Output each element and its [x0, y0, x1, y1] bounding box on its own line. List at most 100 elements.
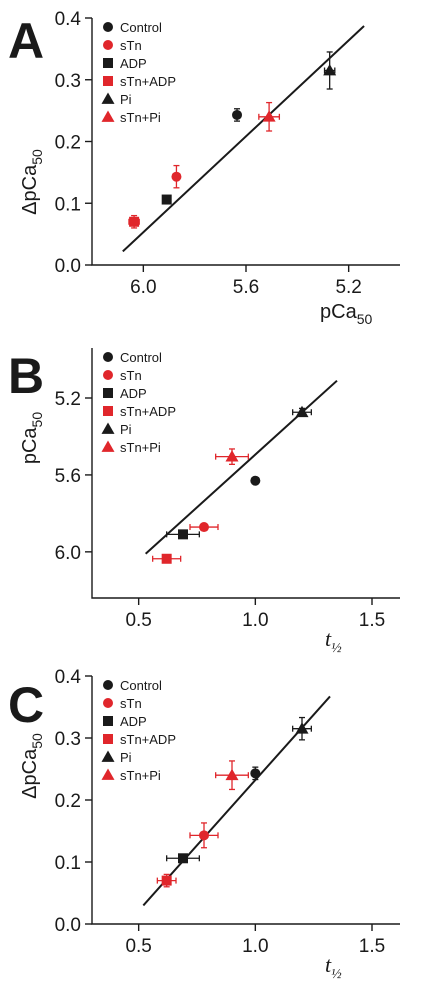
marker [295, 405, 309, 418]
legend-label: ADP [120, 386, 147, 401]
legend-marker [103, 698, 113, 708]
fit-line [144, 379, 338, 555]
x-tick-label: 6.0 [130, 277, 156, 298]
legend-label: sTn+ADP [120, 732, 176, 747]
y-tick-label: 0.1 [55, 853, 81, 874]
legend-marker [101, 768, 115, 780]
y-tick-label: 0.2 [55, 133, 81, 154]
data-point-stn [189, 522, 219, 533]
marker [161, 194, 172, 205]
legend-label: sTn [120, 696, 142, 711]
legend-label: sTn+Pi [120, 440, 161, 455]
panel-letter: A [8, 13, 44, 69]
marker [295, 722, 309, 734]
marker [323, 63, 337, 76]
data-point-pi [292, 405, 312, 418]
y-axis-label: ΔpCa50 [19, 733, 45, 799]
legend-label: Control [120, 350, 162, 365]
y-tick-label: 0.4 [55, 9, 82, 30]
x-axis-label: t½ [325, 626, 342, 656]
marker [225, 768, 239, 781]
marker [250, 768, 261, 779]
legend-marker [101, 440, 115, 452]
y-axis-label-sub: 50 [29, 733, 45, 749]
y-tick-label: 5.6 [55, 466, 81, 487]
legend-marker [103, 716, 113, 726]
y-tick-label: 0.1 [55, 194, 81, 215]
marker [250, 475, 261, 486]
data-point-adp [166, 853, 200, 864]
data-point-pi [292, 716, 312, 741]
panel-b: B 0.5 1.0 1.5 6.0 5.6 5.2 t½ pCa50 Control sTn ADP s… [8, 348, 400, 656]
x-tick-label: 5.6 [233, 277, 259, 298]
x-axis-label: pCa50 [320, 301, 372, 327]
marker [178, 853, 188, 864]
y-tick-label: 0.3 [55, 71, 81, 92]
legend-label: Pi [120, 92, 132, 107]
marker [232, 109, 243, 120]
legend-label: Control [120, 20, 162, 35]
data-point-adp [166, 529, 200, 540]
x-tick-label: 0.5 [125, 936, 151, 957]
x-axis-label-main: t [325, 626, 332, 651]
y-axis-label-sub: 50 [29, 412, 45, 428]
y-axis-label-main: ΔpCa [19, 164, 41, 215]
y-tick-label: 0.4 [55, 667, 82, 688]
y-axis-label-main: pCa [19, 427, 41, 465]
legend-marker [103, 40, 113, 50]
y-axis-label-main: ΔpCa [19, 748, 41, 799]
legend-label: sTn+ADP [120, 74, 176, 89]
marker [161, 553, 172, 564]
x-axis-label-sub: ½ [331, 967, 342, 982]
axes [91, 348, 400, 599]
y-axis-label: ΔpCa50 [19, 149, 45, 215]
x-axis-label: t½ [325, 952, 342, 982]
x-tick-label: 1.0 [242, 610, 268, 631]
legend-marker [103, 734, 113, 744]
x-tick-label: 1.5 [359, 610, 385, 631]
legend-label: Control [120, 678, 162, 693]
marker [178, 529, 188, 540]
legend-label: Pi [120, 750, 132, 765]
x-axis-label-main: pCa [320, 301, 358, 323]
legend-marker [101, 422, 115, 434]
y-axis-label-sub: 50 [29, 149, 45, 165]
legend-marker [103, 680, 113, 690]
legend-label: sTn+Pi [120, 110, 161, 125]
legend-label: ADP [120, 56, 147, 71]
data-point-adp [161, 194, 172, 205]
legend: Control sTn ADP sTn+ADP Pi sTn+Pi [101, 20, 176, 125]
x-axis-label-sub: 50 [357, 311, 373, 327]
y-tick-label: 5.2 [55, 389, 81, 410]
data-point-stn-pi [215, 760, 249, 791]
legend-marker [103, 76, 113, 86]
data-point-control [250, 766, 261, 781]
legend-marker [103, 370, 113, 380]
marker [129, 216, 140, 227]
x-tick-label: 1.5 [359, 936, 385, 957]
data-point-stn [171, 164, 182, 189]
legend-marker [103, 22, 113, 32]
y-tick-label: 0.0 [55, 915, 81, 936]
data-point-stn-adp [152, 553, 182, 564]
legend-marker [103, 58, 113, 68]
legend: Control sTn ADP sTn+ADP Pi sTn+Pi [101, 678, 176, 783]
y-tick-label: 0.3 [55, 729, 81, 750]
data-point-stn-pi [215, 448, 249, 465]
data-point-control [232, 108, 243, 122]
legend-marker [101, 92, 115, 104]
x-tick-label: 5.2 [335, 277, 361, 298]
legend-marker [103, 388, 113, 398]
panel-c: C 0.5 1.0 1.5 0.0 0.1 0.2 0.3 0.4 t½ ΔpCa50 Control… [8, 667, 400, 982]
legend-label: ADP [120, 714, 147, 729]
data-point-stn-adp [156, 873, 177, 888]
y-axis-label: pCa50 [19, 412, 45, 464]
legend-marker [103, 406, 113, 416]
legend-label: sTn+Pi [120, 768, 161, 783]
marker [225, 450, 239, 462]
data-point-stn-pi [258, 101, 281, 132]
legend-marker [101, 750, 115, 762]
x-axis-label-sub: ½ [331, 641, 342, 656]
marker [199, 522, 209, 533]
